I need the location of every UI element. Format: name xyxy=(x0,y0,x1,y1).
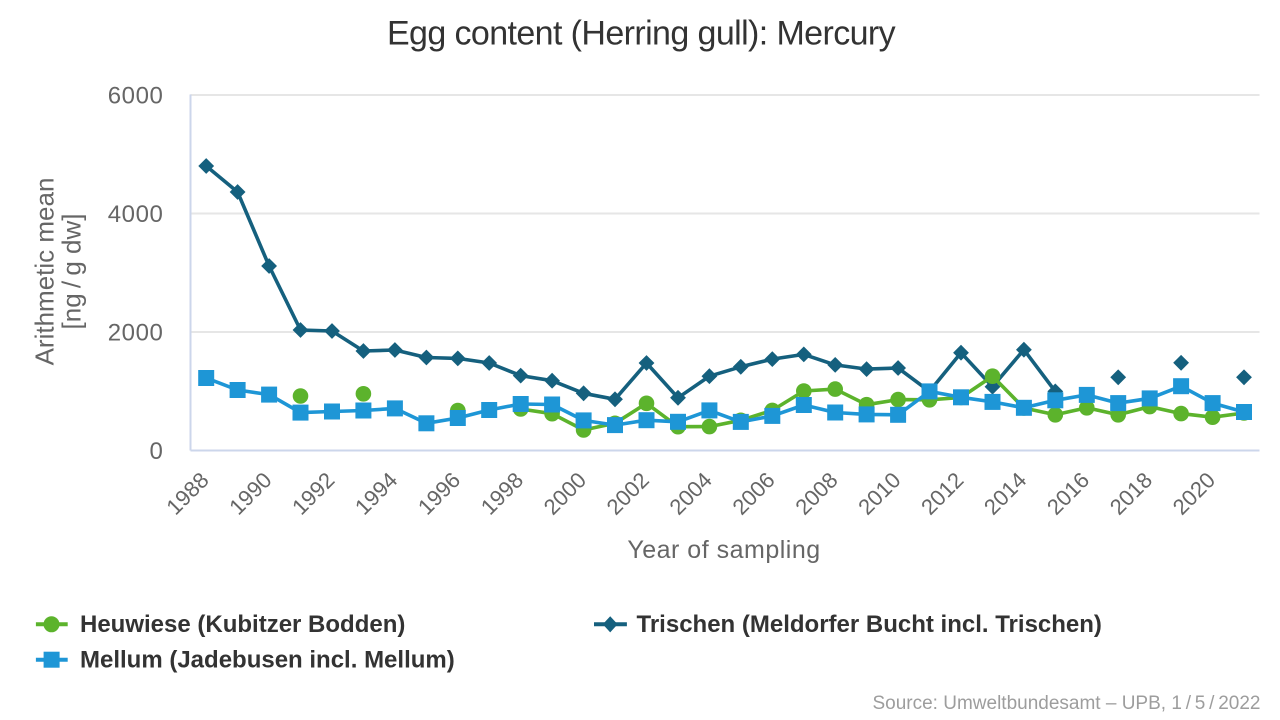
svg-text:Source: Umweltbundesamt – UPB,: Source: Umweltbundesamt – UPB, 1 / 5 / 2… xyxy=(872,693,1260,714)
svg-text:Trischen (Meldorfer Bucht incl: Trischen (Meldorfer Bucht incl. Trischen… xyxy=(637,611,1102,638)
svg-text:0: 0 xyxy=(150,438,164,465)
svg-text:Year of sampling: Year of sampling xyxy=(627,536,820,564)
svg-text:2000: 2000 xyxy=(108,320,164,347)
svg-text:6000: 6000 xyxy=(108,83,164,110)
svg-text:Mellum (Jadebusen incl. Mellum: Mellum (Jadebusen incl. Mellum) xyxy=(80,647,455,674)
svg-text:4000: 4000 xyxy=(108,201,164,228)
svg-text:Heuwiese (Kubitzer Bodden): Heuwiese (Kubitzer Bodden) xyxy=(80,611,405,638)
svg-text:[ng / g dw]: [ng / g dw] xyxy=(57,214,87,330)
svg-text:Egg content (Herring gull): Me: Egg content (Herring gull): Mercury xyxy=(387,15,896,53)
svg-text:Arithmetic mean: Arithmetic mean xyxy=(30,178,60,366)
